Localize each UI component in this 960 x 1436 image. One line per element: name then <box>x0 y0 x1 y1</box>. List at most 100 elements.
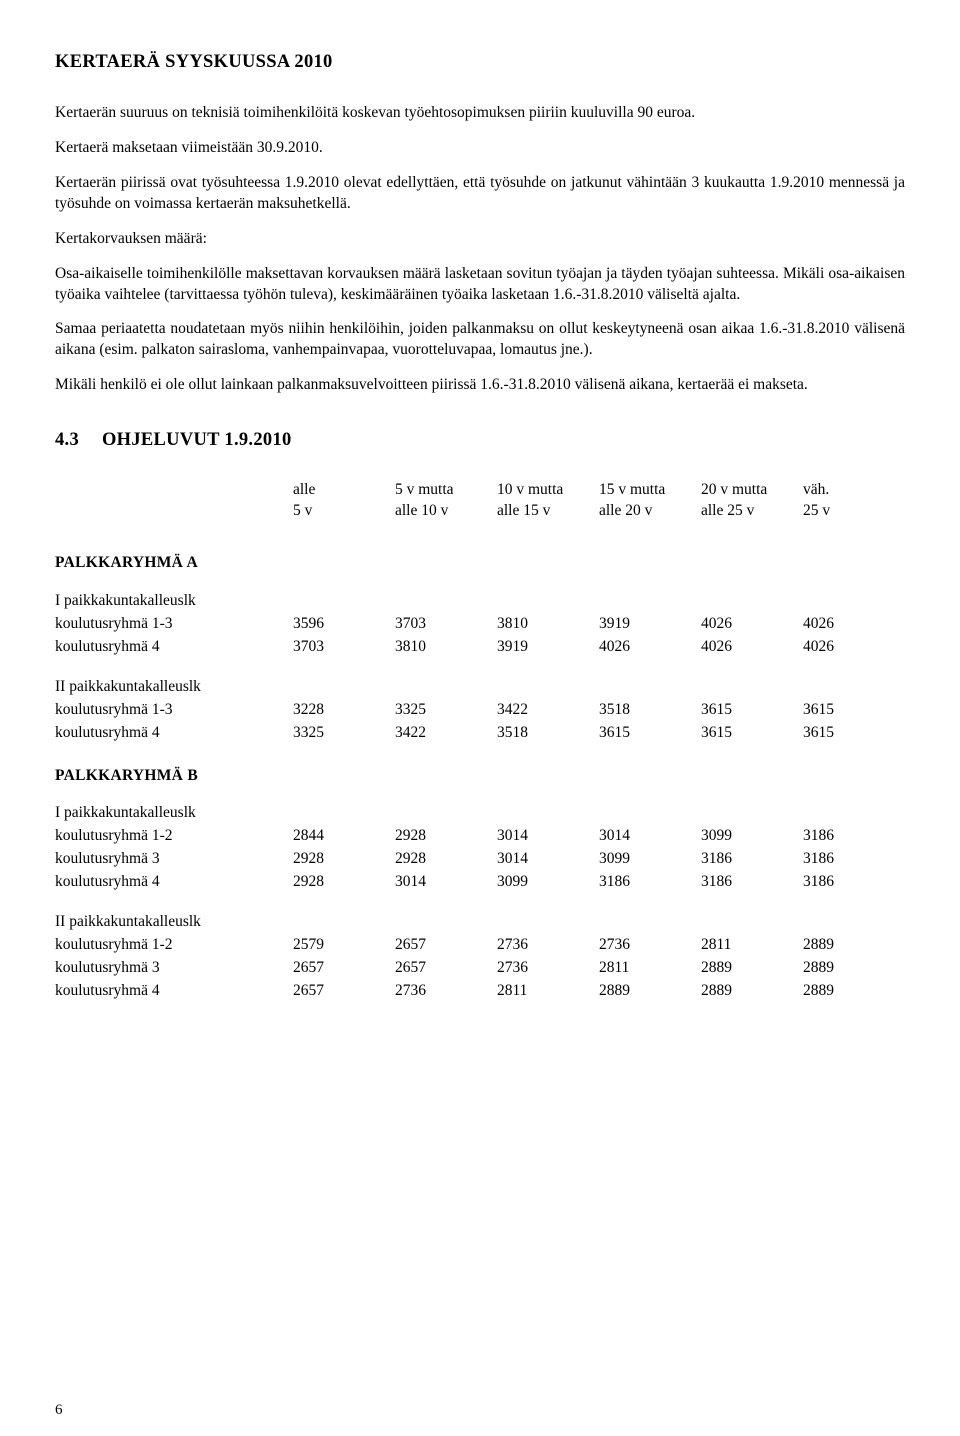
cell: 4026 <box>599 636 701 659</box>
table-row: koulutusryhmä 3 2657 2657 2736 2811 2889… <box>55 957 905 980</box>
cell: 4026 <box>701 636 803 659</box>
col-header: 20 v muttaalle 25 v <box>701 479 803 530</box>
subgroup-title: II paikkakuntakalleuslk <box>55 671 905 699</box>
row-label: koulutusryhmä 4 <box>55 636 293 659</box>
paragraph-1: Kertaerän suuruus on teknisiä toimihenki… <box>55 103 905 124</box>
cell: 3919 <box>497 636 599 659</box>
cell: 2889 <box>701 957 803 980</box>
cell: 3325 <box>395 699 497 722</box>
cell: 2657 <box>395 934 497 957</box>
cell: 3186 <box>701 871 803 894</box>
table-row: koulutusryhmä 4 3325 3422 3518 3615 3615… <box>55 722 905 745</box>
section-heading: 4.3 OHJELUVUT 1.9.2010 <box>55 428 905 453</box>
cell: 3186 <box>599 871 701 894</box>
cell: 4026 <box>701 613 803 636</box>
paragraph-4: Kertakorvauksen määrä: <box>55 229 905 250</box>
cell: 3014 <box>497 848 599 871</box>
cell: 4026 <box>803 636 905 659</box>
cell: 3919 <box>599 613 701 636</box>
cell: 3014 <box>395 871 497 894</box>
paragraph-5: Osa-aikaiselle toimihenkilölle maksettav… <box>55 264 905 306</box>
cell: 4026 <box>803 613 905 636</box>
cell: 3615 <box>803 699 905 722</box>
table-row: koulutusryhmä 4 2928 3014 3099 3186 3186… <box>55 871 905 894</box>
cell: 3099 <box>701 825 803 848</box>
cell: 3422 <box>395 722 497 745</box>
row-label: koulutusryhmä 4 <box>55 871 293 894</box>
table-palkkaryhma-b: I paikkakuntakalleuslk koulutusryhmä 1-2… <box>55 797 905 1002</box>
subgroup-row: I paikkakuntakalleuslk <box>55 797 905 825</box>
subgroup-title: I paikkakuntakalleuslk <box>55 585 905 613</box>
table-row: koulutusryhmä 4 3703 3810 3919 4026 4026… <box>55 636 905 659</box>
cell: 2657 <box>293 957 395 980</box>
paragraph-7: Mikäli henkilö ei ole ollut lainkaan pal… <box>55 375 905 396</box>
cell: 2889 <box>803 957 905 980</box>
cell: 2928 <box>293 871 395 894</box>
col-header: alle5 v <box>293 479 395 530</box>
row-label: koulutusryhmä 1-3 <box>55 699 293 722</box>
group-a-title: PALKKARYHMÄ A <box>55 553 905 574</box>
cell: 3186 <box>803 871 905 894</box>
cell: 3099 <box>599 848 701 871</box>
cell: 3615 <box>701 722 803 745</box>
cell: 2736 <box>497 957 599 980</box>
row-label: koulutusryhmä 4 <box>55 722 293 745</box>
cell: 3518 <box>497 722 599 745</box>
cell: 2928 <box>293 848 395 871</box>
cell: 3186 <box>803 848 905 871</box>
subgroup-title: I paikkakuntakalleuslk <box>55 797 293 825</box>
cell: 2928 <box>395 848 497 871</box>
row-label: koulutusryhmä 3 <box>55 957 293 980</box>
row-label: koulutusryhmä 1-2 <box>55 825 293 848</box>
cell: 3703 <box>293 636 395 659</box>
subgroup-row: II paikkakuntakalleuslk <box>55 906 905 934</box>
section-title: OHJELUVUT 1.9.2010 <box>102 430 292 450</box>
table-row: koulutusryhmä 3 2928 2928 3014 3099 3186… <box>55 848 905 871</box>
table-header-row: alle5 v 5 v muttaalle 10 v 10 v muttaall… <box>55 479 905 530</box>
col-header: väh.25 v <box>803 479 905 530</box>
cell: 2657 <box>293 980 395 1003</box>
cell: 2889 <box>701 980 803 1003</box>
col-header: 10 v muttaalle 15 v <box>497 479 599 530</box>
row-label: koulutusryhmä 1-2 <box>55 934 293 957</box>
cell: 2657 <box>395 957 497 980</box>
paragraph-2: Kertaerä maksetaan viimeistään 30.9.2010… <box>55 138 905 159</box>
cell: 3703 <box>395 613 497 636</box>
table-row: koulutusryhmä 1-2 2844 2928 3014 3014 30… <box>55 825 905 848</box>
cell: 3325 <box>293 722 395 745</box>
cell: 2811 <box>701 934 803 957</box>
cell: 3810 <box>395 636 497 659</box>
cell: 3422 <box>497 699 599 722</box>
section-number: 4.3 <box>55 428 79 453</box>
cell: 3099 <box>497 871 599 894</box>
subgroup-row: II paikkakuntakalleuslk <box>55 671 905 699</box>
subgroup-title: II paikkakuntakalleuslk <box>55 906 905 934</box>
table-row: koulutusryhmä 4 2657 2736 2811 2889 2889… <box>55 980 905 1003</box>
cell: 3228 <box>293 699 395 722</box>
cell: 3615 <box>701 699 803 722</box>
cell: 3186 <box>701 848 803 871</box>
table-row: koulutusryhmä 1-3 3228 3325 3422 3518 36… <box>55 699 905 722</box>
cell: 2844 <box>293 825 395 848</box>
cell: 2811 <box>497 980 599 1003</box>
col-header: 5 v muttaalle 10 v <box>395 479 497 530</box>
cell: 2579 <box>293 934 395 957</box>
cell: 3518 <box>599 699 701 722</box>
page-number: 6 <box>55 1400 63 1420</box>
group-title-row: PALKKARYHMÄ A <box>55 530 905 585</box>
cell: 3596 <box>293 613 395 636</box>
cell: 2736 <box>395 980 497 1003</box>
cell: 3810 <box>497 613 599 636</box>
paragraph-3: Kertaerän piirissä ovat työsuhteessa 1.9… <box>55 173 905 215</box>
row-label: koulutusryhmä 3 <box>55 848 293 871</box>
cell: 3014 <box>599 825 701 848</box>
paragraph-6: Samaa periaatetta noudatetaan myös niihi… <box>55 319 905 361</box>
table-row: koulutusryhmä 1-2 2579 2657 2736 2736 28… <box>55 934 905 957</box>
col-header: 15 v muttaalle 20 v <box>599 479 701 530</box>
row-label: koulutusryhmä 1-3 <box>55 613 293 636</box>
cell: 3014 <box>497 825 599 848</box>
cell: 3615 <box>599 722 701 745</box>
heading-kertaera: KERTAERÄ SYYSKUUSSA 2010 <box>55 50 905 75</box>
cell: 2736 <box>497 934 599 957</box>
row-label: koulutusryhmä 4 <box>55 980 293 1003</box>
